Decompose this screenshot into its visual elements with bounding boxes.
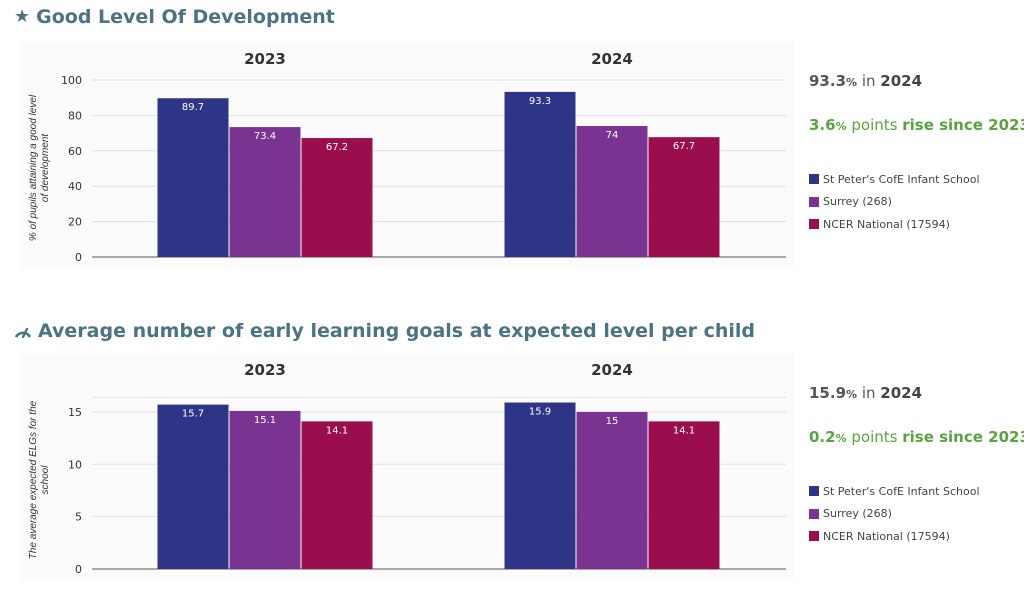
elg-bar-school: [157, 404, 229, 569]
gld-section: 0 20 40 60 80 100 % of pupils attaining a good…: [14, 6, 1024, 269]
elg-stat-year: 2024: [880, 384, 923, 402]
legend-item-school: St Peter's CofE Infant School: [809, 480, 980, 503]
elg-category-label: 2023: [244, 361, 286, 379]
gld-y-tick-label: 20: [68, 216, 82, 229]
elg-category-label: 2024: [591, 361, 633, 379]
elg-title-text: Average number of early learning goals a…: [38, 320, 755, 342]
elg-bar-national: [648, 421, 720, 569]
elg-y-axis-title: The average expected ELGs for theschool: [28, 400, 51, 559]
elg-section-title: Average number of early learning goals a…: [14, 320, 755, 342]
gld-category-label: 2023: [244, 50, 286, 68]
elg-bar-surrey: [576, 411, 648, 569]
elg-bar-label: 15.7: [182, 409, 204, 420]
gld-legend: St Peter's CofE Infant School Surrey (26…: [809, 168, 980, 236]
legend-item-national: NCER National (17594): [809, 213, 980, 236]
elg-bar-surrey: [229, 410, 301, 569]
gld-bar-national: [648, 137, 720, 257]
gld-bar-label: 73.4: [254, 131, 276, 142]
gld-y-tick-label: 0: [75, 251, 82, 264]
gld-y-tick-label: 40: [68, 180, 82, 193]
gld-y-axis-title: % of pupils attaining a good levelof dev…: [28, 94, 51, 241]
gld-section-title: ★ Good Level Of Development: [14, 6, 335, 28]
gld-bar-surrey: [576, 126, 648, 258]
elg-change-unit: %: [835, 432, 847, 445]
elg-y-tick-label: 5: [75, 511, 82, 524]
legend-label-surrey: Surrey (268): [823, 195, 892, 209]
gld-bar-national: [301, 138, 373, 257]
gld-category-label: 2024: [591, 50, 633, 68]
gld-change-number: 3.6: [809, 116, 836, 134]
legend-label-national: NCER National (17594): [823, 529, 950, 543]
legend-swatch-national: [809, 531, 819, 542]
legend-swatch-school: [809, 174, 819, 185]
elg-y-tick-label: 15: [68, 406, 82, 419]
gld-y-tick-label: 60: [68, 145, 82, 158]
elg-legend: St Peter's CofE Infant School Surrey (26…: [809, 480, 980, 548]
elg-change-points: points: [851, 428, 898, 446]
legend-swatch-national: [809, 219, 819, 230]
gld-bar-label: 93.3: [529, 96, 551, 107]
elg-section: 0 5 10 15 The average expected ELGs for thes…: [0, 312, 1024, 593]
legend-label-school: St Peter's CofE Infant School: [823, 484, 980, 498]
elg-stat-number: 15.9: [809, 384, 847, 402]
gld-change-unit: %: [835, 120, 847, 133]
elg-chart: 0 5 10 15 The average expected ELGs for thes…: [20, 354, 794, 581]
legend-item-surrey: Surrey (268): [809, 503, 980, 526]
legend-item-national: NCER National (17594): [809, 525, 980, 548]
elg-stat-change: 0.2% points rise since 2023: [809, 428, 1024, 446]
gld-bar-surrey: [229, 127, 301, 257]
gld-stat-unit: %: [846, 76, 858, 89]
elg-y-tick-label: 0: [75, 563, 82, 576]
gld-stat-change: 3.6% points rise since 2023: [809, 116, 1024, 134]
gauge-icon: [14, 324, 32, 338]
star-icon: ★: [14, 6, 31, 27]
gld-stat-in: in: [861, 72, 876, 90]
elg-stat-in: in: [861, 384, 876, 402]
gld-bar-label: 67.7: [673, 141, 695, 152]
elg-bar-school: [504, 402, 576, 569]
gld-bar-label: 67.2: [326, 142, 348, 153]
gld-y-tick-label: 100: [61, 74, 82, 87]
elg-bar-national: [301, 421, 373, 569]
legend-swatch-surrey: [809, 508, 819, 519]
elg-bar-label: 15.9: [529, 407, 551, 418]
gld-change-points: points: [851, 116, 898, 134]
gld-y-tick-label: 80: [68, 109, 82, 122]
elg-change-direction: rise since 2023: [902, 428, 1024, 446]
legend-swatch-surrey: [809, 196, 819, 207]
elg-change-number: 0.2: [809, 428, 836, 446]
gld-stat-value: 93.3% in 2024: [809, 72, 922, 90]
gld-stat-year: 2024: [880, 72, 923, 90]
legend-label-school: St Peter's CofE Infant School: [823, 172, 980, 186]
elg-stat-value: 15.9% in 2024: [809, 384, 922, 402]
legend-item-school: St Peter's CofE Infant School: [809, 168, 980, 191]
gld-stat-number: 93.3: [809, 72, 847, 90]
gld-bar-label: 89.7: [182, 102, 204, 113]
gld-bar-label: 74: [606, 130, 619, 141]
elg-y-tick-label: 10: [68, 458, 82, 471]
legend-item-surrey: Surrey (268): [809, 191, 980, 214]
legend-label-national: NCER National (17594): [823, 217, 950, 231]
gld-bar-school: [504, 91, 576, 257]
legend-swatch-school: [809, 486, 819, 497]
gld-change-direction: rise since 2023: [902, 116, 1024, 134]
elg-stat-unit: %: [846, 388, 858, 401]
gld-chart: 0 20 40 60 80 100 % of pupils attaining a good…: [20, 42, 794, 269]
legend-label-surrey: Surrey (268): [823, 507, 892, 521]
elg-bar-label: 14.1: [326, 425, 348, 436]
elg-bar-label: 15: [606, 416, 619, 427]
elg-bar-label: 15.1: [254, 415, 276, 426]
gld-bar-school: [157, 98, 229, 257]
gld-title-text: Good Level Of Development: [36, 6, 335, 28]
elg-bar-label: 14.1: [673, 425, 695, 436]
